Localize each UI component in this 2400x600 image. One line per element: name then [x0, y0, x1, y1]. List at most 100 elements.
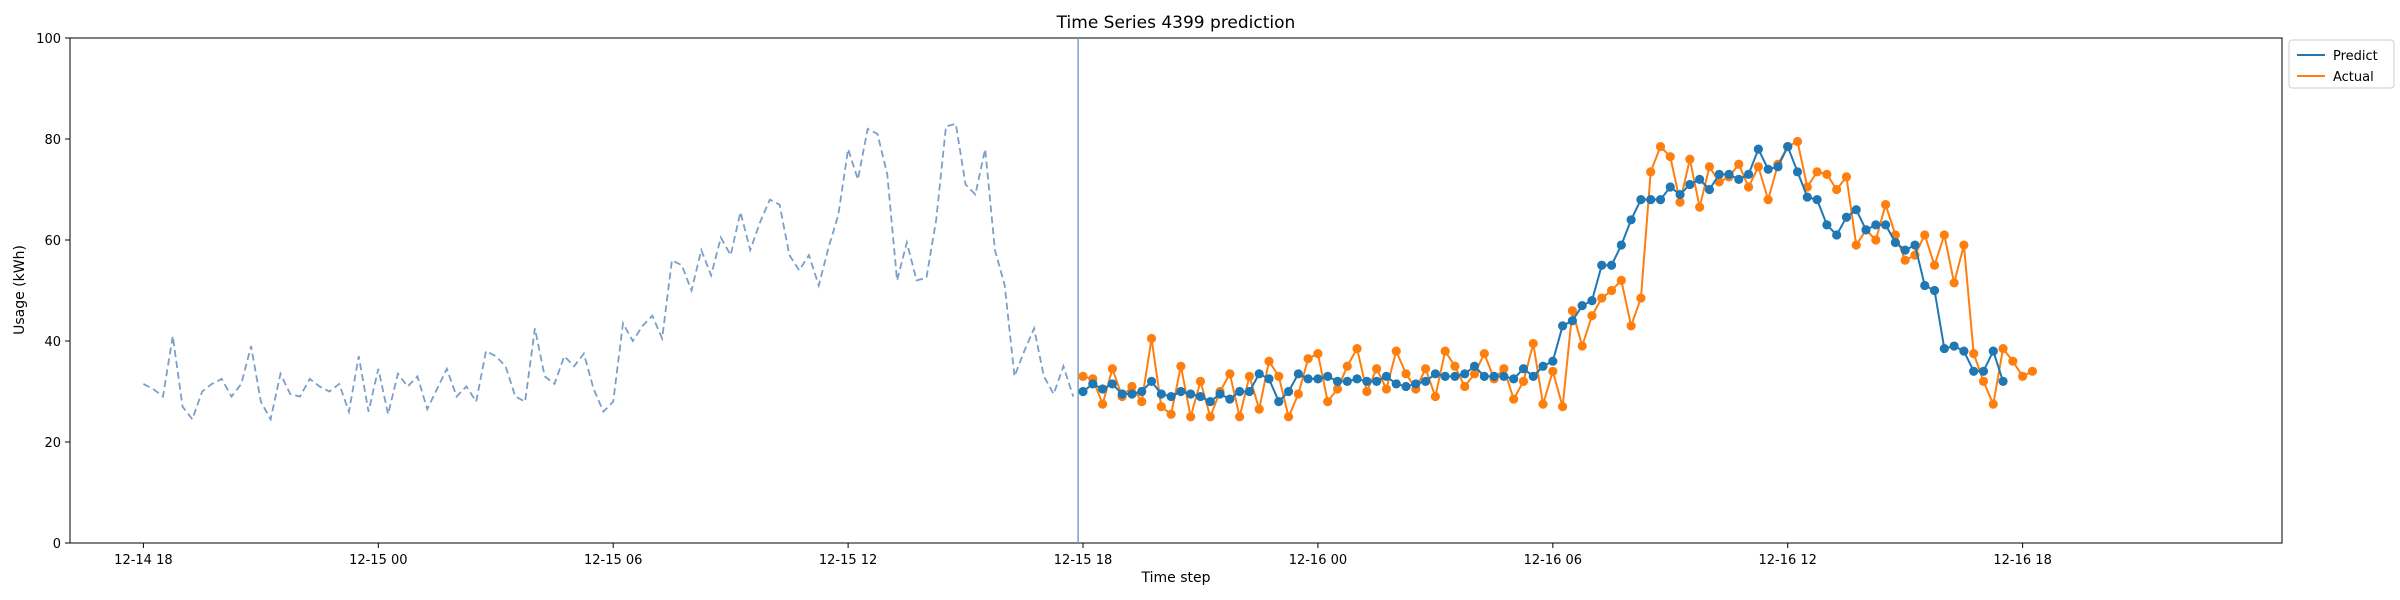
predict-point [1910, 240, 1920, 250]
predict-point [1988, 346, 1998, 356]
actual-point [1978, 376, 1989, 386]
y-tick-label: 80 [44, 133, 61, 148]
actual-point [1832, 184, 1842, 195]
x-tick-label: 12-15 12 [819, 553, 877, 568]
actual-point [1743, 182, 1754, 192]
actual-point [2027, 366, 2038, 376]
y-axis: 0 20 40 60 80 100 [36, 32, 70, 552]
predict-point [1489, 371, 1499, 381]
actual-point [1841, 172, 1852, 182]
predict-point [1734, 174, 1744, 184]
predict-point [1352, 374, 1362, 384]
predict-point [1832, 230, 1842, 240]
predict-point [1479, 371, 1489, 381]
predict-point [1714, 169, 1724, 179]
predict-point [1509, 374, 1519, 384]
predict-point [1225, 394, 1235, 404]
predict-point [1695, 174, 1705, 184]
predict-point [1362, 376, 1372, 386]
predict-point [1861, 225, 1871, 235]
predict-point [1939, 343, 1949, 354]
actual-point [1332, 384, 1343, 394]
actual-point [1753, 162, 1763, 172]
actual-point [1146, 333, 1157, 344]
actual-point [1205, 412, 1215, 422]
x-tick-label: 12-15 18 [1054, 553, 1112, 568]
actual-point [1323, 397, 1333, 407]
predict-point [1802, 192, 1812, 202]
actual-point [1792, 136, 1803, 147]
actual-point [1685, 154, 1695, 164]
actual-point [1401, 369, 1411, 379]
predict-point [1675, 189, 1685, 200]
actual-point [1528, 338, 1538, 349]
predict-point [1665, 182, 1675, 192]
actual-point [1812, 167, 1822, 177]
predict-point [1244, 386, 1255, 397]
x-tick-label: 12-14 18 [114, 553, 172, 568]
x-tick-label: 12-15 00 [349, 553, 407, 568]
actual-point [1851, 240, 1861, 250]
plot-frame [69, 37, 2283, 544]
predict-point [1293, 369, 1303, 379]
predict-point [1743, 169, 1754, 179]
actual-point [1156, 402, 1166, 412]
predict-point [1156, 389, 1166, 399]
actual-point [1881, 200, 1891, 210]
predict-point [1440, 371, 1450, 381]
actual-point [1440, 346, 1450, 356]
actual-point [1655, 141, 1666, 152]
actual-point [1499, 364, 1509, 374]
legend: Predict Actual [2288, 39, 2395, 89]
y-tick-label: 20 [44, 436, 61, 451]
predict-point [1567, 316, 1577, 326]
predict-point [1166, 391, 1176, 402]
actual-point [1959, 240, 1969, 250]
actual-point [1391, 346, 1401, 356]
predict-point [1274, 397, 1284, 407]
actual-point [1097, 399, 1108, 409]
actual-point [1675, 197, 1685, 207]
actual-point [1186, 412, 1196, 422]
predict-point [1851, 205, 1861, 215]
legend-label-actual: Actual [2333, 70, 2374, 85]
predict-point [1391, 379, 1401, 389]
predict-point [1205, 397, 1215, 407]
predict-point [1548, 356, 1558, 366]
predict-point [1254, 369, 1264, 379]
predict-point [1783, 141, 1793, 152]
actual-point [1518, 376, 1529, 386]
actual-point [1558, 402, 1568, 412]
predict-point [1430, 369, 1440, 379]
predict-point [1871, 220, 1881, 230]
actual-point [2008, 356, 2018, 366]
predict-point [1890, 237, 1900, 248]
predict-point [1127, 389, 1137, 399]
predict-point [1372, 376, 1382, 386]
predict-point [1332, 376, 1343, 386]
predict-point [1616, 240, 1626, 250]
predict-point [1381, 371, 1392, 381]
y-tick-label: 100 [36, 32, 61, 47]
predict-point [1587, 296, 1597, 306]
predict-point [1411, 379, 1421, 389]
x-tick-label: 12-16 18 [1993, 553, 2051, 568]
predict-point [1283, 386, 1294, 397]
predict-point [1998, 376, 2008, 386]
predict-point [1215, 389, 1225, 399]
actual-point [1381, 384, 1392, 394]
predict-point [1235, 386, 1245, 397]
predict-point [1704, 184, 1715, 195]
predict-point [1978, 366, 1989, 376]
y-tick-label: 60 [44, 234, 61, 249]
predict-point [1685, 179, 1695, 190]
actual-point [1460, 381, 1470, 392]
actual-point [1929, 260, 1940, 270]
predict-point [1107, 379, 1117, 389]
predict-point [1655, 195, 1666, 205]
predict-point [1420, 376, 1431, 386]
predict-point [1137, 386, 1147, 397]
predict-point [1303, 374, 1313, 384]
x-tick-label: 12-16 00 [1289, 553, 1347, 568]
predict-point [1626, 215, 1636, 225]
